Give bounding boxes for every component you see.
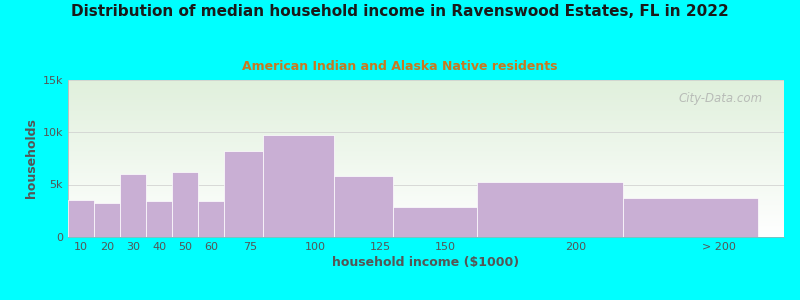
Bar — [622, 198, 758, 237]
Bar — [120, 174, 146, 237]
Text: American Indian and Alaska Native residents: American Indian and Alaska Native reside… — [242, 60, 558, 73]
Bar — [477, 182, 622, 237]
X-axis label: household income ($1000): household income ($1000) — [333, 256, 519, 269]
Bar — [172, 172, 198, 237]
Bar — [394, 206, 477, 237]
Bar — [198, 201, 224, 237]
Y-axis label: households: households — [26, 118, 38, 198]
Bar — [94, 203, 120, 237]
Bar — [68, 200, 94, 237]
Text: Distribution of median household income in Ravenswood Estates, FL in 2022: Distribution of median household income … — [71, 4, 729, 20]
Text: City-Data.com: City-Data.com — [678, 92, 762, 105]
Bar — [146, 201, 172, 237]
Bar — [263, 135, 334, 237]
Bar — [224, 151, 263, 237]
Bar — [334, 176, 394, 237]
